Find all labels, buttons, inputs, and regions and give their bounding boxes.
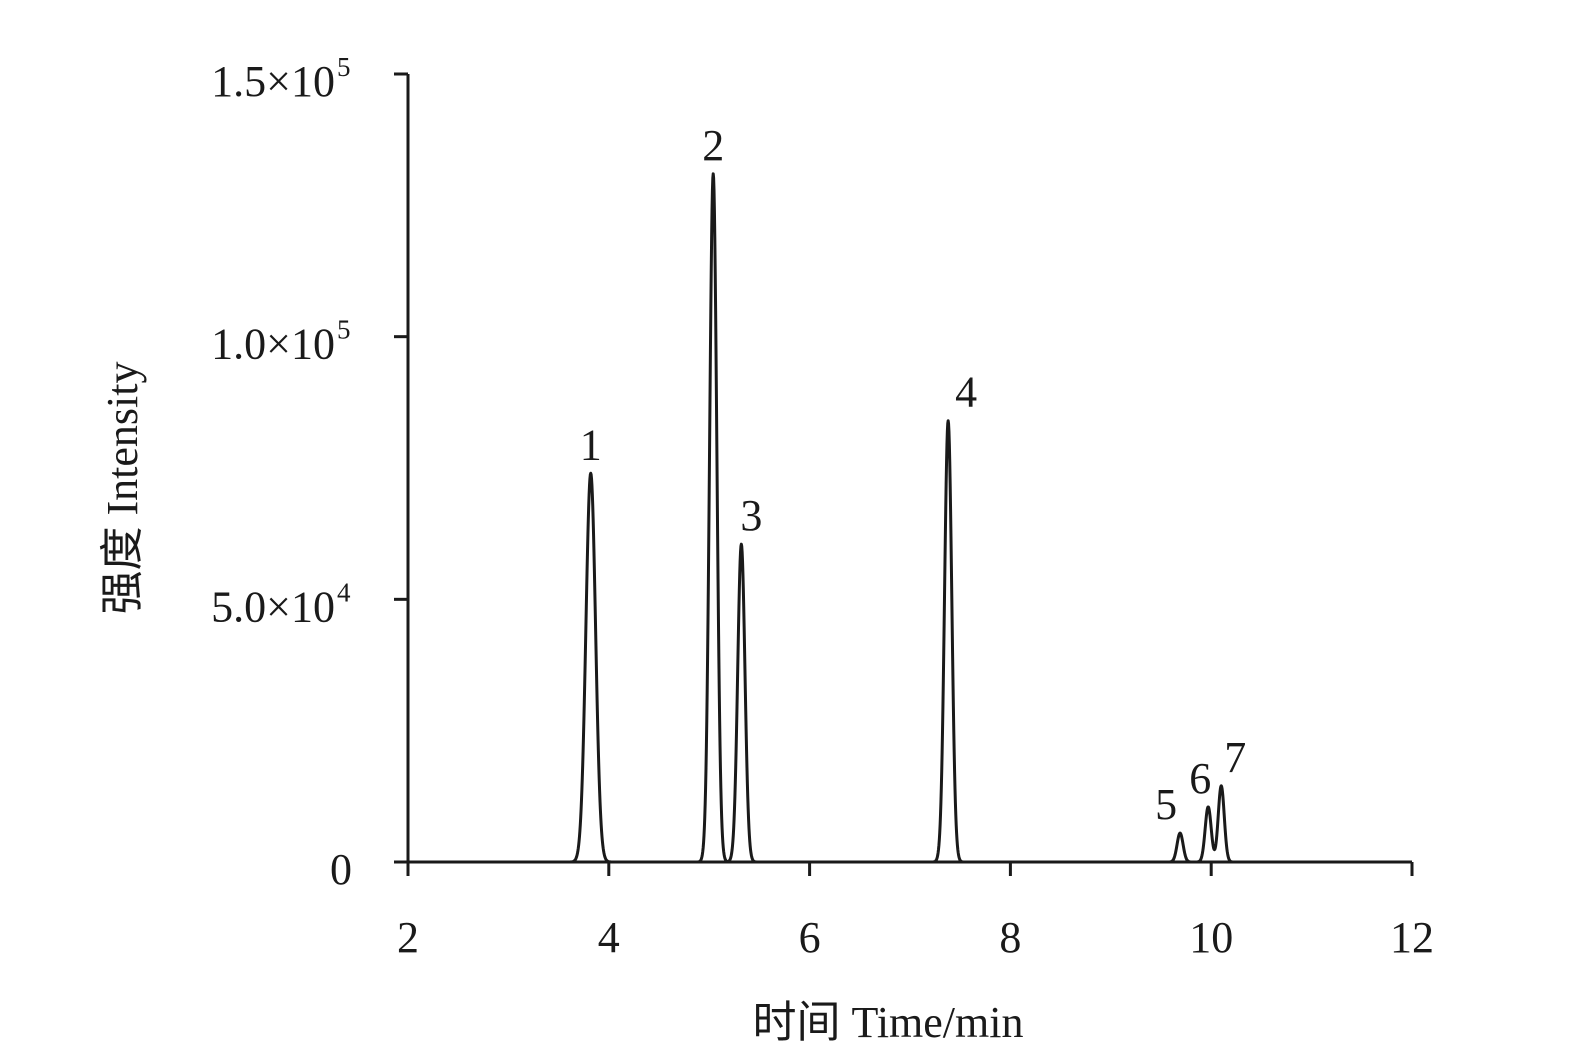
peak-label-4: 4 (955, 368, 977, 417)
y-tick-exponent: 4 (337, 577, 351, 607)
x-axis-title: 时间 Time/min (753, 998, 1024, 1047)
y-axis-title: 强度 Intensity (98, 362, 147, 615)
peak-labels: 1 2 3 4 56 7 (580, 121, 1247, 829)
peak-label-1: 1 (580, 420, 602, 469)
x-tick-label: 8 (999, 913, 1021, 962)
peak-label-5: 5 (1155, 780, 1177, 829)
trace-layer (406, 172, 1414, 864)
peak-label-6: 6 (1189, 754, 1211, 803)
y-tick-exponent: 5 (337, 52, 351, 82)
x-tick-label: 12 (1390, 913, 1434, 962)
axes (406, 74, 1412, 864)
y-tick-label: 5.0×10 (211, 582, 335, 631)
y-tick-exponent: 5 (337, 315, 351, 345)
peak-label-3: 3 (740, 491, 762, 540)
x-tick-label: 2 (397, 913, 419, 962)
peak-label-2: 2 (702, 121, 724, 170)
x-tick-label: 10 (1189, 913, 1233, 962)
x-tick-label: 4 (598, 913, 620, 962)
chromatogram-trace (406, 172, 1414, 864)
y-tick-label: 1.5×10 (211, 57, 335, 106)
x-tick-label: 6 (799, 913, 821, 962)
y-tick-label: 1.0×10 (211, 320, 335, 369)
peak-label-7: 7 (1224, 733, 1246, 782)
y-tick-label: 0 (330, 845, 352, 894)
